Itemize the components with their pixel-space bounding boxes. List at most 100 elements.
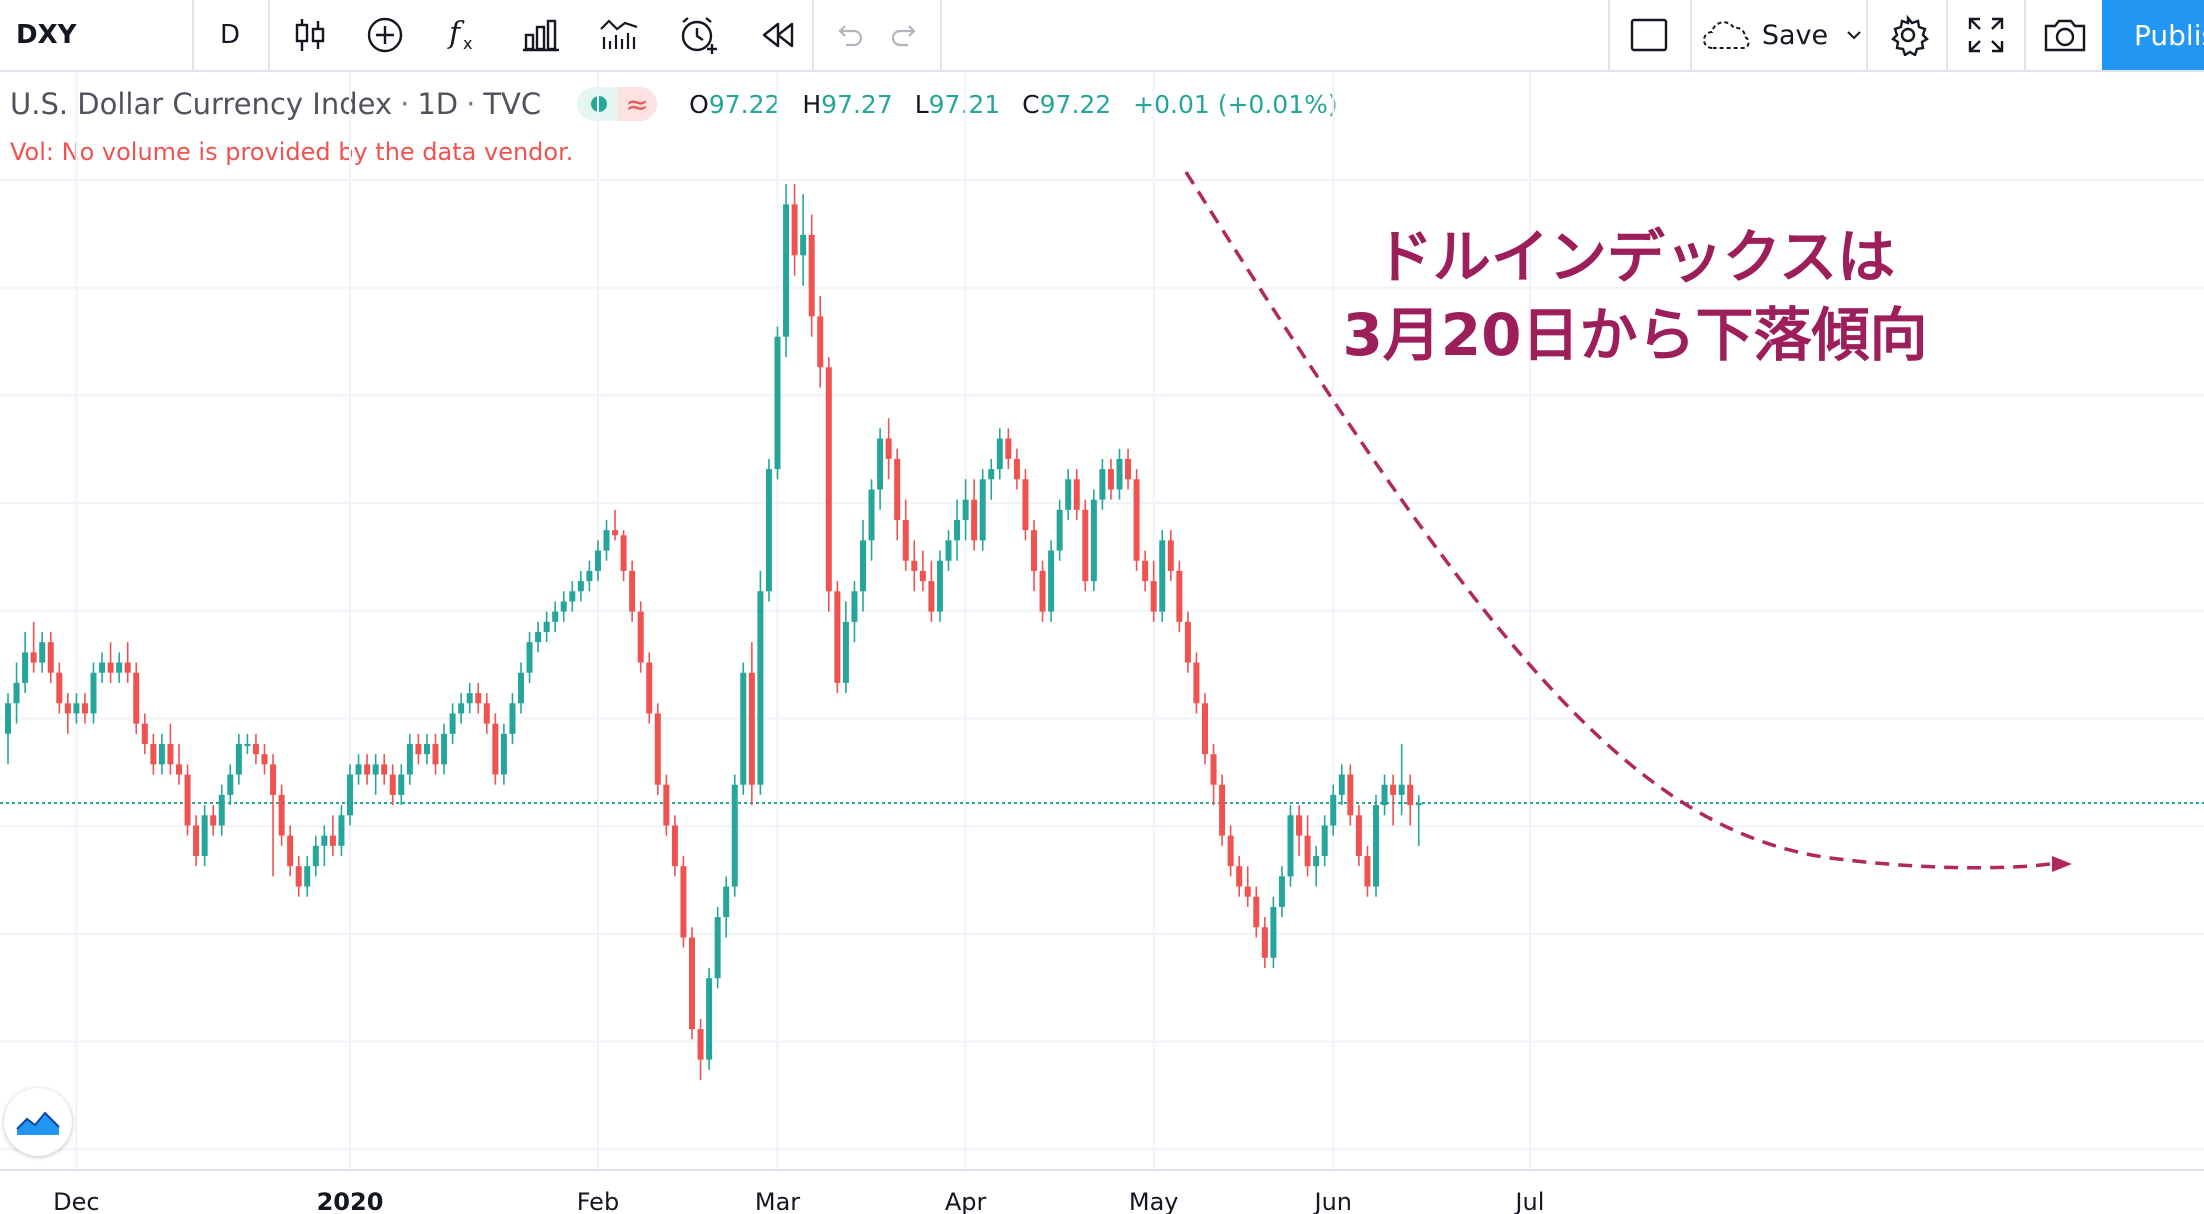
symbol-search-button[interactable]: DXY	[16, 0, 166, 70]
publish-button[interactable]: Publis	[2102, 0, 2204, 70]
candle	[1159, 530, 1166, 622]
candle-body	[1278, 876, 1285, 907]
candles-layer	[5, 184, 1422, 1080]
candle-body	[689, 937, 695, 1030]
candle-body	[141, 723, 148, 744]
candle-body	[81, 703, 88, 714]
change-value: +0.01 (+0.01%)	[1133, 89, 1338, 119]
fullscreen-button[interactable]	[1962, 0, 2010, 70]
candle	[1390, 774, 1397, 826]
candle	[791, 184, 798, 276]
candle	[1347, 764, 1354, 826]
candle-body	[697, 1029, 704, 1060]
time-axis-label: Mar	[755, 1188, 800, 1214]
delayed-data-icon: ≈	[617, 87, 658, 121]
candle-body	[235, 744, 242, 775]
price-chart[interactable]: Dec 2020 Feb Mar Apr May Jun Jul	[0, 72, 2204, 1214]
candle-body	[1355, 815, 1362, 856]
candle	[954, 499, 961, 561]
candle-body	[312, 845, 319, 867]
snapshot-button[interactable]	[2040, 0, 2090, 70]
candle-body	[1090, 499, 1097, 582]
candle-body	[851, 591, 858, 622]
candle-body	[1364, 856, 1371, 887]
candle	[526, 632, 533, 683]
market-status-pill[interactable]: ≈	[577, 87, 658, 121]
candle-body	[458, 703, 465, 714]
candle	[398, 764, 405, 806]
high-value: 97.27	[821, 89, 893, 119]
candle	[971, 479, 978, 551]
candle	[372, 754, 379, 795]
candle	[1065, 469, 1072, 520]
candle	[1398, 744, 1405, 816]
candle	[714, 906, 721, 989]
candle-body	[731, 784, 738, 887]
candle	[1219, 774, 1226, 846]
layout-icon	[1630, 18, 1668, 52]
candle	[56, 662, 63, 714]
candle	[1048, 540, 1055, 622]
candle-body	[1398, 784, 1405, 795]
candle-body	[654, 713, 661, 785]
candle	[158, 733, 165, 775]
interval-button[interactable]: D	[200, 0, 260, 70]
candle	[201, 805, 208, 867]
candle-body	[483, 703, 490, 724]
candle-body	[535, 632, 542, 643]
candle-body	[500, 733, 507, 775]
time-axis-label: 2020	[317, 1188, 384, 1214]
settings-button[interactable]	[1884, 0, 1932, 70]
candle-body	[1065, 479, 1072, 510]
legend-title: U.S. Dollar Currency Index	[10, 87, 393, 121]
candle-body	[911, 560, 918, 571]
candle-body	[22, 652, 29, 683]
candle-body	[894, 458, 901, 520]
templates-button[interactable]	[518, 0, 564, 70]
candle	[1296, 805, 1303, 856]
candle-body	[1407, 784, 1414, 806]
replay-button[interactable]	[756, 0, 800, 70]
candle-body	[706, 978, 713, 1060]
open-value: 97.22	[708, 89, 781, 119]
candle	[731, 774, 738, 897]
compare-button[interactable]	[362, 0, 408, 70]
candle-body	[988, 469, 995, 480]
candle-body	[1270, 906, 1277, 958]
candle	[919, 550, 926, 592]
candle	[560, 591, 567, 622]
compare-chart-button[interactable]	[596, 0, 642, 70]
candle-body	[765, 469, 772, 592]
candle	[1330, 784, 1337, 836]
alert-button[interactable]	[674, 0, 724, 70]
save-button[interactable]: Save	[1700, 0, 1868, 70]
candle	[740, 662, 747, 795]
candle-body	[543, 621, 550, 632]
bar-style-button[interactable]	[288, 0, 332, 70]
annotation-line-1: ドルインデックスは	[1374, 223, 1896, 291]
undo-button[interactable]	[830, 0, 866, 70]
high-label: H	[802, 89, 822, 119]
candle	[535, 621, 542, 653]
candle	[270, 754, 277, 877]
layout-button[interactable]	[1626, 0, 1672, 70]
candle	[1167, 530, 1174, 582]
annotation-line-2: 3月20日から下落傾向	[1342, 301, 1928, 369]
candle	[364, 754, 371, 785]
redo-button[interactable]	[888, 0, 924, 70]
candle-body	[441, 733, 448, 765]
candle-body	[757, 591, 764, 785]
candle	[723, 876, 730, 938]
candle-body	[1082, 509, 1089, 582]
candle	[1321, 815, 1328, 867]
candle	[47, 632, 54, 683]
candle	[518, 662, 524, 714]
candle-body	[261, 754, 268, 765]
candle	[569, 581, 576, 612]
candle	[475, 682, 482, 714]
candle-body	[107, 662, 114, 673]
tradingview-logo[interactable]	[4, 1088, 72, 1156]
candle	[1082, 499, 1089, 592]
fullscreen-icon	[1968, 17, 2004, 53]
